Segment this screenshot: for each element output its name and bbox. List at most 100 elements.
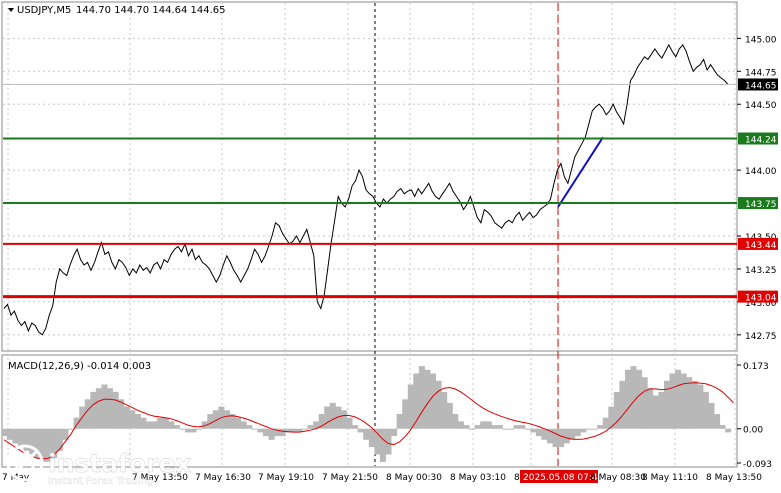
- macd-bar: [541, 428, 548, 440]
- macd-bar: [62, 428, 69, 440]
- current-price-tag-label: 144.65: [745, 81, 777, 91]
- macd-bar: [418, 366, 425, 429]
- time-label: 8 May 11:10: [642, 473, 698, 483]
- highlighted-time-tag: [520, 470, 598, 483]
- macd-bar: [719, 425, 726, 429]
- macd-bar: [691, 380, 698, 429]
- macd-bar: [307, 425, 314, 429]
- price-tick-label: 144.50: [745, 101, 777, 111]
- macd-bar: [73, 417, 80, 429]
- macd-bar: [569, 428, 576, 440]
- macd-bar: [363, 428, 370, 440]
- macd-bar: [725, 428, 732, 433]
- time-label: 8 May 03:10: [450, 473, 506, 483]
- macd-bar: [586, 428, 592, 430]
- level-price-tag-label: 144.24: [745, 135, 777, 145]
- macd-bar: [313, 421, 320, 429]
- macd-bar: [558, 428, 565, 448]
- watermark-tagline: Instant Forex Trading: [48, 476, 153, 487]
- horizontal-levels: [3, 83, 737, 299]
- macd-bar: [34, 428, 41, 459]
- macd-bar: [240, 421, 247, 429]
- macd-bar: [474, 425, 481, 429]
- watermark-brand: instaforex: [48, 449, 192, 478]
- macd-bar: [480, 421, 487, 429]
- macd-bar: [530, 428, 537, 433]
- macd-bar: [95, 388, 102, 429]
- macd-bar: [430, 373, 436, 429]
- macd-bar: [491, 425, 498, 429]
- macd-bar: [162, 417, 169, 429]
- macd-bar: [207, 414, 214, 429]
- macd-tick-label: -0.093: [743, 460, 772, 470]
- macd-bar: [602, 417, 609, 429]
- macd-bar: [101, 384, 108, 429]
- macd-bar: [257, 428, 264, 433]
- macd-bar: [508, 428, 514, 430]
- time-label: 7 May 21:50: [322, 473, 378, 483]
- macd-bar: [636, 369, 643, 429]
- macd-bar: [368, 428, 375, 448]
- macd-bar: [630, 366, 637, 429]
- macd-bar: [23, 428, 30, 451]
- macd-bar: [513, 425, 520, 429]
- macd-bar: [224, 410, 230, 429]
- macd-bar: [469, 428, 475, 430]
- macd-bar: [702, 391, 709, 429]
- level-price-tag-label: 143.44: [745, 241, 777, 251]
- macd-bar: [714, 414, 721, 429]
- macd-bar: [212, 410, 219, 429]
- level-price-tag: [738, 237, 778, 250]
- macd-bar: [452, 414, 459, 429]
- macd-bar: [664, 380, 670, 429]
- macd-bar: [340, 410, 347, 429]
- macd-bar: [697, 384, 704, 429]
- macd-bar: [502, 428, 509, 430]
- macd-bar: [179, 428, 186, 430]
- macd-tick-label: 0.00: [743, 426, 763, 436]
- macd-bar: [591, 428, 598, 430]
- price-panel[interactable]: [1, 1, 738, 352]
- macd-bar: [352, 425, 359, 429]
- macd-bar: [485, 421, 492, 429]
- macd-bar: [446, 402, 453, 429]
- instaforex-logo-icon: [6, 444, 44, 482]
- macd-bar: [68, 428, 74, 430]
- symbol-dropdown-icon[interactable]: [8, 8, 14, 12]
- macd-bar: [302, 428, 308, 430]
- macd-bar: [40, 428, 47, 462]
- macd-bar: [279, 428, 286, 437]
- macd-bar: [51, 428, 58, 459]
- macd-bar: [90, 391, 97, 429]
- macd-bar: [463, 425, 470, 429]
- macd-bar: [246, 425, 253, 429]
- macd-bar: [129, 410, 136, 429]
- symbol-label: USDJPY,M5: [17, 5, 71, 16]
- level-price-tag: [738, 290, 778, 303]
- macd-bar: [457, 421, 464, 429]
- macd-bar: [201, 421, 208, 429]
- macd-bar: [613, 391, 620, 429]
- price-tick-label: 143.00: [745, 299, 777, 309]
- macd-bar: [134, 414, 141, 429]
- macd-bar: [12, 428, 19, 444]
- macd-bar: [190, 428, 197, 433]
- macd-bar: [268, 428, 275, 440]
- macd-bar: [290, 428, 297, 433]
- macd-bar: [173, 425, 180, 429]
- level-price-tag: [738, 132, 778, 145]
- macd-signal-line: [3, 382, 734, 460]
- macd-bar: [580, 428, 587, 433]
- macd-bar: [396, 414, 403, 429]
- level-price-tag-label: 143.75: [745, 200, 777, 210]
- macd-bar: [274, 428, 281, 437]
- macd-bar: [335, 406, 342, 429]
- macd-bar: [496, 425, 503, 429]
- macd-bar: [56, 428, 63, 451]
- macd-bar: [157, 417, 164, 429]
- time-label: 7 May 16:30: [195, 473, 251, 483]
- time-label: 8 May 00:30: [386, 473, 442, 483]
- macd-bar: [196, 428, 203, 430]
- macd-bar: [652, 395, 659, 429]
